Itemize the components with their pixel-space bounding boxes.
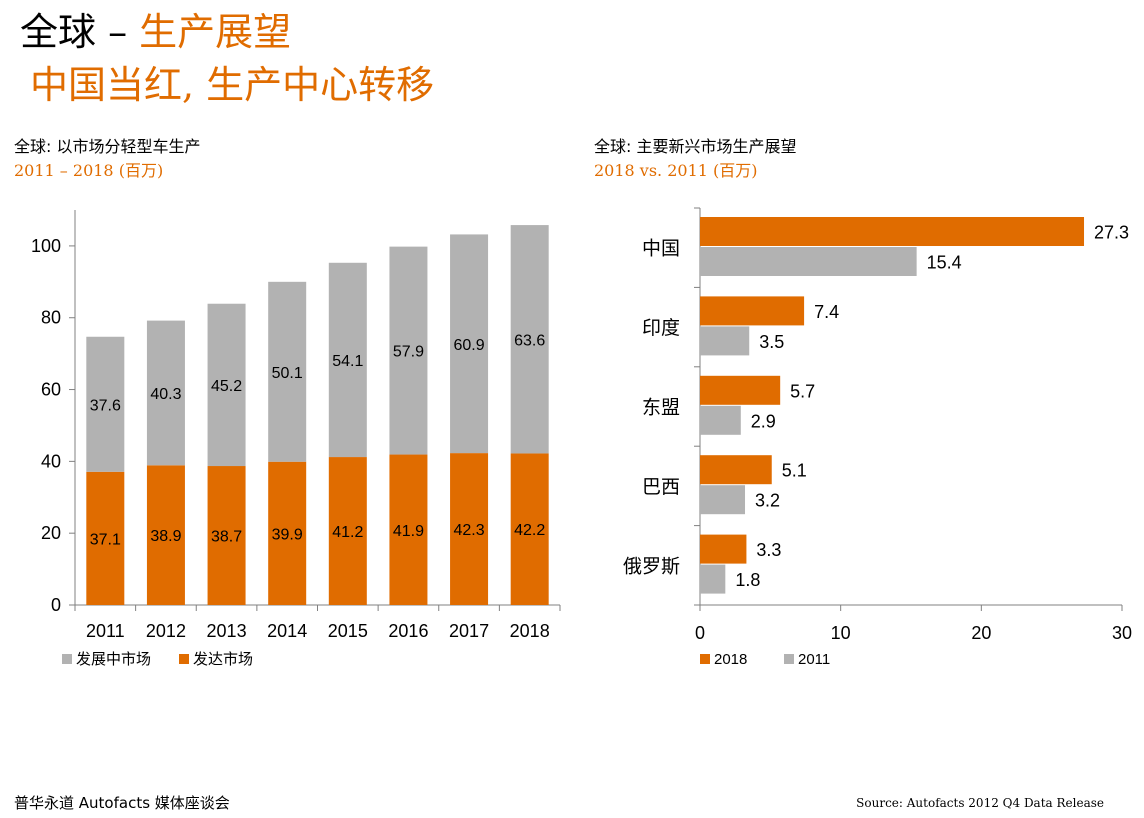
legend-swatch	[700, 654, 710, 664]
bar-data-label: 50.1	[272, 365, 303, 382]
bar-data-label: 39.9	[272, 526, 303, 543]
stacked-bar-chart: 0 20 40 60 80 100 37.1 37.6 2011 38.9 40.3 2012 38.7…	[31, 210, 561, 668]
horizontal-bar-chart: 0 10 20 30 27.3 15.4 中国 7.4 3.5 印度 5.7 2.9 东盟 5.13.2 巴…	[623, 207, 1132, 668]
legend-label: 2011	[798, 651, 830, 668]
y-tick-label: 100	[31, 236, 61, 256]
bar-2011	[700, 326, 750, 356]
bar-developing-segment	[86, 336, 125, 472]
footer-event-name: 普华永道 Autofacts 媒体座谈会	[14, 794, 230, 812]
bar-data-label: 45.2	[211, 378, 242, 395]
bar-developed-segment	[510, 453, 549, 605]
bar-developing-segment	[389, 246, 428, 455]
x-tick-label: 20	[971, 623, 991, 643]
x-tick-label: 2018	[510, 621, 550, 641]
x-tick-label: 0	[695, 623, 705, 643]
bar-2018	[700, 455, 772, 485]
x-tick-label: 2011	[86, 621, 125, 641]
bar-2018	[700, 534, 747, 564]
bar-data-label: 42.2	[514, 522, 545, 539]
bar-developed-segment	[268, 461, 307, 605]
y-tick-label: 0	[51, 595, 61, 615]
bar-data-label: 42.3	[453, 522, 484, 539]
bar-developed-segment	[389, 454, 428, 605]
bar-developing-segment	[146, 320, 185, 466]
slide-title-accent: 生产展望	[139, 10, 292, 54]
slide-title: 全球 – 生产展望	[20, 6, 291, 58]
bar-developed-segment	[328, 457, 367, 605]
y-tick-label: 40	[41, 451, 61, 471]
left-chart-title: 全球: 以市场分轻型车生产	[14, 137, 201, 156]
y-tick-label: 20	[41, 523, 61, 543]
legend-swatch	[62, 654, 72, 664]
bar-data-label: 38.9	[150, 528, 181, 545]
y-tick-label: 80	[41, 308, 61, 328]
bar-data-label: 63.6	[514, 332, 545, 349]
x-tick-label: 2017	[449, 621, 489, 641]
x-tick-label: 2013	[207, 621, 247, 641]
bar-2011	[700, 564, 726, 594]
y-tick-label: 60	[41, 380, 61, 400]
bar-data-label: 7.4	[814, 302, 839, 322]
bar-developed-segment	[146, 465, 185, 605]
bar-data-label: 40.3	[150, 386, 181, 403]
slide-subtitle: 中国当红, 生产中心转移	[30, 63, 435, 107]
right-chart-subtitle: 2018 vs. 2011 (百万)	[594, 161, 758, 180]
bar-2011	[700, 485, 746, 515]
bar-developed-segment	[207, 466, 246, 605]
bar-data-label: 3.5	[759, 332, 784, 352]
bar-data-label: 2.9	[751, 411, 776, 431]
category-label: 印度	[642, 317, 680, 339]
bar-data-label: 3.3	[756, 540, 781, 560]
bar-data-label: 37.6	[90, 397, 121, 414]
bar-2011	[700, 247, 917, 276]
x-tick-label: 2016	[388, 621, 428, 641]
bar-developed-segment	[86, 471, 125, 605]
bar-data-label: 38.7	[211, 529, 242, 546]
bar-data-label: 1.8	[735, 570, 760, 590]
bar-data-label: 60.9	[453, 337, 484, 354]
bar-data-label: 27.3	[1094, 223, 1129, 243]
bar-data-label: 54.1	[332, 353, 363, 370]
x-tick-label: 2012	[146, 621, 186, 641]
legend-swatch	[784, 654, 794, 664]
bar-2018	[700, 375, 781, 405]
legend-label: 2018	[714, 651, 747, 668]
bar-developing-segment	[328, 262, 367, 458]
x-tick-label: 30	[1112, 623, 1132, 643]
left-chart-subtitle: 2011 – 2018 (百万)	[14, 161, 164, 180]
bar-2018	[700, 217, 1085, 246]
bar-data-label: 5.1	[782, 461, 807, 481]
bar-developing-segment	[268, 281, 307, 462]
bar-data-label: 3.2	[755, 491, 780, 511]
bar-data-label: 15.4	[927, 253, 962, 273]
bar-developing-segment	[450, 234, 489, 454]
category-label: 中国	[642, 238, 680, 260]
slide-title-prefix: 全球 –	[20, 10, 140, 54]
x-tick-label: 10	[831, 623, 851, 643]
bar-data-label: 5.7	[790, 381, 815, 401]
bar-data-label: 37.1	[90, 531, 121, 548]
legend-label: 发达市场	[193, 650, 253, 668]
bar-developing-segment	[207, 303, 246, 467]
category-label: 巴西	[642, 476, 680, 498]
category-label: 俄罗斯	[623, 555, 680, 577]
bar-2011	[700, 405, 741, 435]
right-chart-title: 全球: 主要新兴市场生产展望	[594, 137, 797, 156]
legend-swatch	[179, 654, 189, 664]
footer-source: Source: Autofacts 2012 Q4 Data Release	[856, 796, 1104, 810]
legend-label: 发展中市场	[76, 650, 151, 668]
x-tick-label: 2014	[267, 621, 307, 641]
bar-data-label: 41.9	[393, 523, 424, 540]
bar-developed-segment	[450, 453, 489, 605]
bar-data-label: 41.2	[332, 524, 363, 541]
bar-data-label: 57.9	[393, 344, 424, 361]
bar-developing-segment	[510, 225, 549, 454]
category-label: 东盟	[642, 397, 680, 419]
bar-2018	[700, 296, 805, 326]
x-tick-label: 2015	[328, 621, 368, 641]
